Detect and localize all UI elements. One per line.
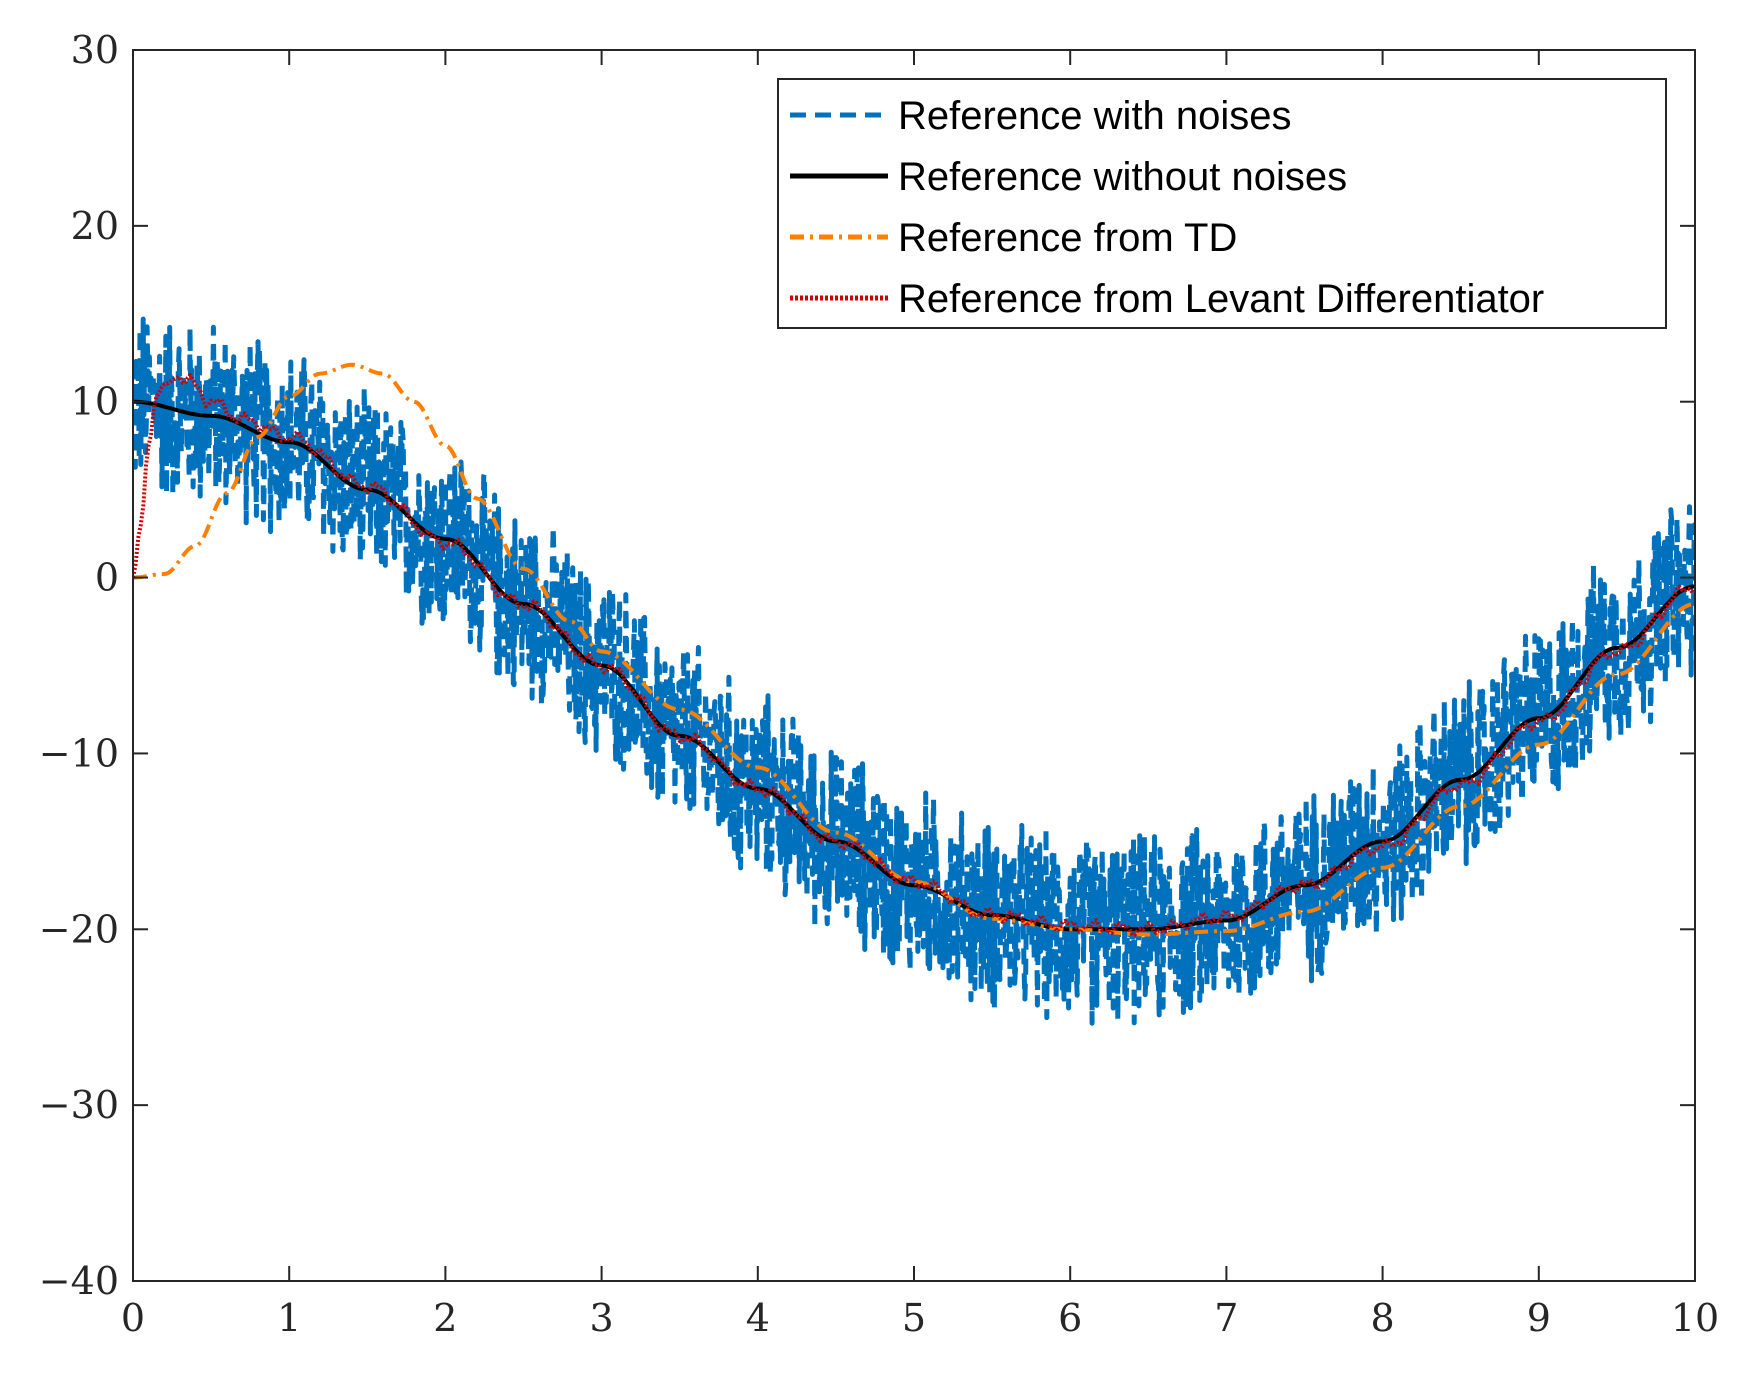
y-tick-label: 20	[71, 204, 119, 248]
series-layer	[133, 316, 1695, 1026]
series-line-reference-from-levant-differentiator	[133, 373, 1695, 938]
legend-box	[777, 78, 1667, 329]
legend-label-2: Reference without noises	[898, 155, 1347, 199]
y-tick-label: −20	[39, 907, 119, 951]
x-tick-label: 9	[1527, 1296, 1551, 1340]
x-tick-label: 4	[746, 1296, 770, 1340]
x-tick-label: 5	[902, 1296, 926, 1340]
y-tick-label: −40	[39, 1259, 119, 1303]
series-line-reference-with-noises	[133, 316, 1695, 1026]
y-tick-label: 10	[71, 380, 119, 424]
x-tick-label: 3	[590, 1296, 614, 1340]
x-tick-label: 1	[277, 1296, 301, 1340]
y-tick-label: 30	[71, 28, 119, 72]
x-tick-label: 8	[1371, 1296, 1395, 1340]
x-tick-label: 7	[1214, 1296, 1238, 1340]
y-tick-label: −10	[39, 731, 119, 775]
y-tick-label: −30	[39, 1083, 119, 1127]
y-tick-label: 0	[95, 556, 119, 600]
legend-label-4: Reference from Levant Differentiator	[898, 277, 1544, 321]
ticks-layer: 0 1 2 3 4 5 6 7 8 9 10 −40 −30 −20 −10 0 10 20 30	[39, 28, 1719, 1340]
legend-label-3: Reference from TD	[898, 216, 1237, 260]
x-tick-label: 0	[121, 1296, 145, 1340]
x-tick-label: 6	[1058, 1296, 1082, 1340]
legend-label-1: Reference with noises	[898, 94, 1292, 138]
legend: Reference with noises Reference without n…	[777, 78, 1667, 329]
x-tick-label: 2	[433, 1296, 457, 1340]
x-tick-label: 10	[1671, 1296, 1719, 1340]
